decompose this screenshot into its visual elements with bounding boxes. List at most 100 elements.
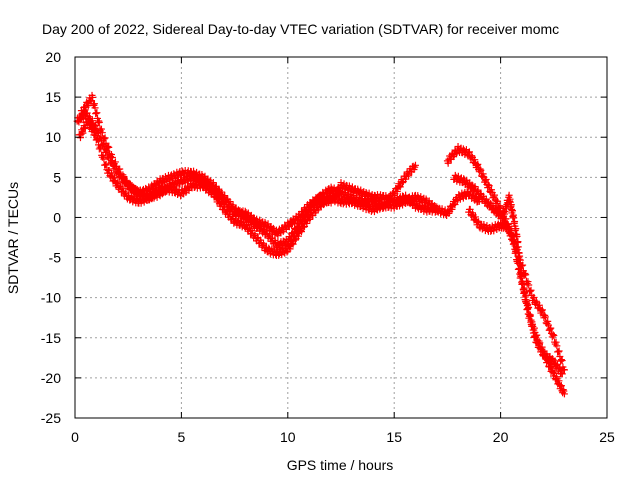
- data-point: [531, 332, 539, 340]
- data-point: [444, 159, 452, 167]
- data-point: [102, 160, 110, 168]
- data-point: [107, 151, 115, 159]
- data-point: [555, 347, 563, 355]
- grid: [75, 57, 607, 418]
- data-point: [285, 222, 293, 230]
- data-point: [482, 175, 490, 183]
- data-point: [477, 166, 485, 174]
- data-point: [551, 357, 559, 365]
- data-point: [399, 179, 407, 187]
- data-point: [560, 390, 568, 398]
- data-point: [407, 196, 415, 204]
- data-point: [84, 116, 92, 124]
- y-tick-label: 0: [53, 209, 61, 225]
- data-point: [494, 197, 502, 205]
- data-point: [150, 194, 158, 202]
- data-point: [526, 311, 534, 319]
- data-point: [228, 203, 236, 211]
- data-point: [119, 185, 127, 193]
- data-point: [525, 310, 533, 318]
- data-point: [97, 145, 105, 153]
- data-point: [529, 322, 537, 330]
- x-tick-label: 5: [178, 429, 186, 445]
- data-point: [291, 236, 299, 244]
- data-point: [314, 206, 322, 214]
- data-point: [306, 215, 314, 223]
- data-point: [111, 174, 119, 182]
- data-point: [524, 300, 532, 308]
- x-tick-label: 10: [280, 429, 296, 445]
- data-point: [474, 160, 482, 168]
- data-point: [554, 348, 562, 356]
- y-tick-label: -10: [41, 290, 61, 306]
- data-point: [546, 325, 554, 333]
- data-point: [525, 281, 533, 289]
- data-point: [517, 272, 525, 280]
- data-point: [529, 329, 537, 337]
- data-point: [91, 128, 99, 136]
- y-tick-label: 15: [45, 89, 61, 105]
- data-point: [96, 143, 104, 151]
- x-tick-label: 0: [71, 429, 79, 445]
- data-point: [208, 181, 216, 189]
- data-point: [474, 218, 482, 226]
- data-point: [544, 317, 552, 325]
- y-tick-label: -5: [49, 250, 62, 266]
- data-point: [101, 161, 109, 169]
- data-point: [545, 354, 553, 362]
- data-point: [490, 193, 498, 201]
- data-point: [362, 188, 370, 196]
- data-point: [557, 356, 565, 364]
- data-point: [289, 240, 297, 248]
- data-point: [532, 297, 540, 305]
- data-point: [105, 166, 113, 174]
- data-point: [275, 251, 283, 259]
- data-point: [297, 226, 305, 234]
- data-point: [396, 182, 404, 190]
- data-point: [444, 206, 452, 214]
- data-point: [450, 200, 458, 208]
- data-point: [558, 357, 566, 365]
- data-point: [100, 135, 108, 143]
- data-point: [116, 165, 124, 173]
- x-tick-label: 20: [493, 429, 509, 445]
- data-point: [547, 324, 555, 332]
- data-point: [459, 145, 467, 153]
- axis-ticks: 0 5 10 15 20 25 -25 -20 -15 -10 -5 0 5 10 15 20: [41, 49, 615, 445]
- data-points: [73, 91, 568, 398]
- data-point: [466, 205, 474, 213]
- data-point: [101, 134, 109, 142]
- data-point: [510, 239, 518, 247]
- data-point: [376, 205, 384, 213]
- data-point: [99, 151, 107, 159]
- data-point: [123, 177, 131, 185]
- series-track-6: [465, 205, 566, 378]
- y-tick-label: -25: [41, 410, 61, 426]
- data-point: [556, 352, 564, 360]
- data-point: [288, 229, 296, 237]
- series-track-3: [77, 91, 483, 240]
- data-point: [536, 340, 544, 348]
- data-point: [98, 129, 106, 137]
- data-point: [164, 184, 172, 192]
- data-point: [538, 307, 546, 315]
- data-point: [481, 177, 489, 185]
- data-point: [485, 182, 493, 190]
- data-point: [453, 197, 461, 205]
- data-point: [549, 331, 557, 339]
- chart-title: Day 200 of 2022, Sidereal Day-to-day VTE…: [42, 21, 559, 37]
- data-point: [468, 152, 476, 160]
- data-point: [558, 370, 566, 378]
- data-point: [522, 291, 530, 299]
- data-point: [97, 125, 105, 133]
- data-point: [526, 312, 534, 320]
- data-point: [327, 199, 335, 207]
- data-point: [479, 170, 487, 178]
- data-point: [527, 316, 535, 324]
- y-axis-label: SDTVAR / TECUs: [5, 182, 21, 294]
- data-point: [248, 227, 256, 235]
- data-point: [514, 259, 522, 267]
- data-point: [467, 155, 475, 163]
- data-point: [512, 249, 520, 257]
- data-point: [202, 178, 210, 186]
